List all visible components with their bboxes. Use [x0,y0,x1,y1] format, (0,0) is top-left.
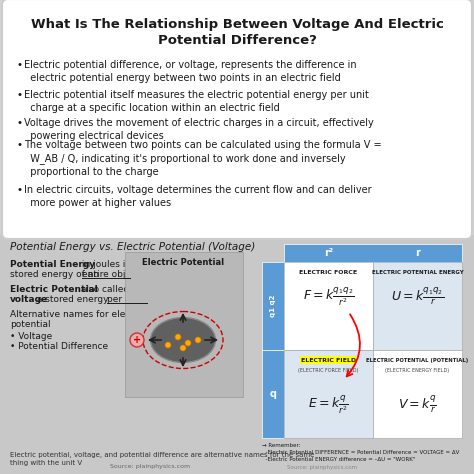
Text: (ELECTRIC ENERGY FIELD): (ELECTRIC ENERGY FIELD) [385,368,449,373]
Text: entire object: entire object [82,270,140,279]
Text: •: • [16,140,22,150]
Circle shape [180,345,186,351]
Circle shape [185,340,191,346]
FancyBboxPatch shape [262,350,284,438]
Text: per charge: per charge [107,295,156,304]
Text: What Is The Relationship Between Voltage And Electric: What Is The Relationship Between Voltage… [30,18,444,31]
Text: •: • [16,185,22,195]
Text: Electric potential difference, or voltage, represents the difference in
  electr: Electric potential difference, or voltag… [24,60,356,83]
Circle shape [195,337,201,343]
FancyBboxPatch shape [301,356,356,364]
FancyBboxPatch shape [284,262,373,350]
Text: also called: also called [78,285,129,294]
Text: +: + [133,335,141,345]
Text: •: • [16,60,22,70]
Text: q1 q2: q1 q2 [270,295,276,317]
Circle shape [165,342,171,348]
Text: In electric circuits, voltage determines the current flow and can deliver
  more: In electric circuits, voltage determines… [24,185,372,208]
Text: Electric Potential: Electric Potential [142,258,224,267]
Text: q: q [270,389,276,399]
Text: voltage: voltage [10,295,48,304]
FancyBboxPatch shape [2,0,472,239]
Text: • Voltage: • Voltage [10,332,52,341]
Text: Potential Difference?: Potential Difference? [157,34,317,47]
Text: Source: plainphysics.com: Source: plainphysics.com [287,465,357,470]
Text: a stored energy: a stored energy [34,295,111,304]
Text: r: r [415,248,420,258]
Circle shape [130,333,144,347]
Text: •: • [16,118,22,128]
Text: $E = k\frac{q}{r^2}$: $E = k\frac{q}{r^2}$ [308,393,349,417]
Text: potential: potential [10,320,51,329]
FancyBboxPatch shape [262,262,284,350]
Text: Source: plainphysics.com: Source: plainphysics.com [110,464,190,469]
Text: Electric potential itself measures the electric potential energy per unit
  char: Electric potential itself measures the e… [24,90,369,113]
Text: ELECTRIC FORCE: ELECTRIC FORCE [300,270,357,275]
Text: ELECTRIC POTENTIAL (POTENTIAL): ELECTRIC POTENTIAL (POTENTIAL) [366,358,469,363]
Text: in joules is a total: in joules is a total [79,260,162,269]
Text: Alternative names for electric: Alternative names for electric [10,310,146,319]
Text: $F = k\frac{q_1q_2}{r^2}$: $F = k\frac{q_1q_2}{r^2}$ [303,285,354,309]
FancyBboxPatch shape [373,262,462,350]
FancyBboxPatch shape [284,350,373,438]
FancyBboxPatch shape [0,235,474,474]
FancyBboxPatch shape [125,252,243,397]
Text: ELECTRIC FIELD: ELECTRIC FIELD [301,358,356,363]
Text: • Potential Difference: • Potential Difference [10,342,108,351]
Text: ELECTRIC POTENTIAL ENERGY: ELECTRIC POTENTIAL ENERGY [372,270,464,275]
Text: $U = k\frac{q_1q_2}{r}$: $U = k\frac{q_1q_2}{r}$ [391,287,444,307]
FancyBboxPatch shape [373,350,462,438]
Text: $V = k\frac{q}{r}$: $V = k\frac{q}{r}$ [398,395,437,415]
Text: Potential Energy vs. Electric Potential (Voltage): Potential Energy vs. Electric Potential … [10,242,255,252]
Text: The voltage between two points can be calculated using the formula V =
  W_AB / : The voltage between two points can be ca… [24,140,382,176]
Text: stored energy of an: stored energy of an [10,270,102,279]
Circle shape [175,334,181,340]
Text: Potential Energy: Potential Energy [10,260,95,269]
Text: (ELECTRIC FORCE FIELD): (ELECTRIC FORCE FIELD) [298,368,359,373]
Text: •: • [16,90,22,100]
Text: Electric potential, voltage, and potential difference are alternative names for : Electric potential, voltage, and potenti… [10,452,314,465]
Text: r²: r² [324,248,333,258]
FancyBboxPatch shape [284,244,462,262]
Text: → Remember:
  -Electric Potential DIFFERENCE = Potential Difference = VOLTAGE = : → Remember: -Electric Potential DIFFEREN… [262,443,459,462]
Text: Voltage drives the movement of electric charges in a circuit, effectively
  powe: Voltage drives the movement of electric … [24,118,374,141]
Ellipse shape [151,318,216,363]
Text: Electric Potential: Electric Potential [10,285,98,294]
